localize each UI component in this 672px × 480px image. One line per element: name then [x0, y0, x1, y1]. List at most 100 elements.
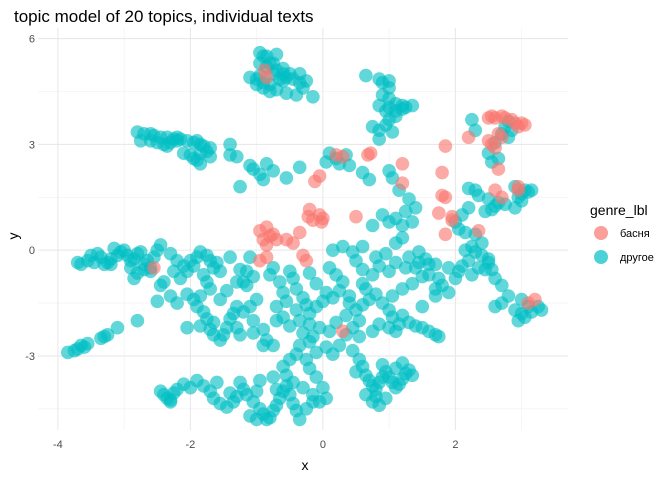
chart-title: topic model of 20 topics, individual tex… — [14, 7, 314, 26]
data-point-basnya — [259, 238, 274, 252]
data-point-basnya — [481, 134, 496, 148]
data-point-drugoe — [352, 329, 367, 344]
data-point-drugoe — [213, 264, 227, 279]
data-point-drugoe — [100, 328, 115, 342]
data-point-basnya — [435, 165, 449, 180]
x-axis-title: x — [302, 457, 309, 473]
data-point-drugoe — [286, 271, 300, 286]
data-point-drugoe — [296, 326, 310, 340]
data-point-drugoe — [332, 338, 347, 353]
x-axis-ticks: -4 -2 0 2 — [53, 439, 458, 451]
y-tick-label: 6 — [29, 34, 35, 46]
data-point-drugoe — [465, 112, 479, 127]
data-point-basnya — [461, 130, 476, 145]
data-point-basnya — [528, 292, 542, 307]
x-tick-label: -4 — [53, 439, 63, 451]
plot-area — [38, 28, 568, 430]
data-point-drugoe — [210, 375, 224, 390]
data-point-drugoe — [266, 261, 281, 275]
data-point-drugoe — [133, 134, 148, 148]
data-point-drugoe — [153, 278, 168, 293]
x-tick-label: 0 — [320, 439, 326, 451]
data-point-drugoe — [389, 104, 403, 118]
data-point-drugoe — [379, 391, 393, 406]
data-point-drugoe — [223, 250, 237, 264]
data-point-drugoe — [80, 336, 95, 351]
data-point-drugoe — [223, 137, 237, 152]
data-point-drugoe — [269, 313, 284, 328]
data-point-drugoe — [203, 149, 217, 164]
data-point-drugoe — [104, 257, 118, 272]
data-point-drugoe — [130, 313, 145, 328]
data-point-basnya — [511, 183, 526, 197]
data-point-drugoe — [398, 204, 413, 219]
y-axis-title: y — [5, 233, 21, 240]
data-point-drugoe — [276, 61, 290, 76]
data-point-drugoe — [249, 384, 264, 399]
y-tick-label: 0 — [29, 245, 35, 257]
data-point-drugoe — [292, 160, 307, 175]
data-point-drugoe — [415, 299, 430, 314]
data-point-drugoe — [150, 294, 165, 309]
data-point-basnya — [495, 130, 509, 145]
data-point-drugoe — [306, 90, 320, 104]
data-point-drugoe — [382, 215, 396, 229]
data-point-drugoe — [302, 266, 317, 280]
data-point-drugoe — [223, 386, 237, 400]
data-point-drugoe — [382, 264, 396, 279]
data-point-drugoe — [266, 164, 281, 178]
data-point-drugoe — [236, 275, 251, 289]
data-point-drugoe — [163, 393, 178, 407]
data-point-basnya — [491, 162, 506, 176]
data-point-drugoe — [263, 84, 277, 99]
data-point-drugoe — [299, 352, 314, 367]
data-point-basnya — [259, 70, 274, 85]
data-point-drugoe — [292, 412, 307, 427]
data-point-drugoe — [342, 289, 357, 303]
data-point-basnya — [147, 261, 161, 275]
data-points — [61, 45, 549, 427]
data-point-drugoe — [107, 241, 121, 256]
data-point-drugoe — [362, 172, 377, 187]
data-point-basnya — [395, 157, 410, 171]
data-point-drugoe — [518, 310, 532, 325]
data-point-drugoe — [180, 320, 194, 335]
legend-key-basnya — [594, 226, 608, 240]
data-point-drugoe — [365, 324, 380, 339]
data-point-drugoe — [269, 382, 284, 397]
data-point-drugoe — [408, 261, 423, 275]
data-point-drugoe — [355, 276, 370, 291]
legend-title: genre_lbl — [590, 202, 648, 218]
data-point-drugoe — [176, 146, 191, 160]
data-point-drugoe — [110, 320, 125, 335]
data-point-drugoe — [279, 171, 294, 185]
data-point-drugoe — [127, 271, 141, 286]
data-point-basnya — [432, 206, 446, 220]
y-axis-ticks: -3 0 3 6 — [25, 34, 35, 363]
data-point-drugoe — [233, 375, 247, 390]
data-point-drugoe — [269, 47, 284, 62]
data-point-drugoe — [372, 132, 387, 146]
data-point-drugoe — [534, 303, 549, 317]
data-point-basnya — [445, 213, 459, 227]
data-point-drugoe — [478, 204, 493, 219]
data-point-drugoe — [236, 305, 251, 319]
data-point-basnya — [518, 118, 532, 132]
data-point-drugoe — [170, 296, 184, 310]
data-point-drugoe — [230, 320, 244, 335]
data-point-drugoe — [458, 243, 473, 257]
data-point-drugoe — [326, 243, 340, 257]
legend: genre_lbl басня другое — [590, 202, 654, 264]
data-point-drugoe — [435, 278, 449, 293]
data-point-drugoe — [316, 380, 330, 395]
data-point-drugoe — [153, 238, 168, 252]
legend-label-drugoe: другое — [620, 252, 654, 264]
data-point-drugoe — [160, 139, 174, 153]
data-point-drugoe — [190, 134, 204, 148]
data-point-drugoe — [385, 125, 400, 139]
data-point-basnya — [471, 224, 486, 238]
legend-item-drugoe: другое — [594, 250, 654, 264]
legend-item-basnya: басня — [594, 226, 650, 240]
data-point-drugoe — [495, 278, 509, 293]
